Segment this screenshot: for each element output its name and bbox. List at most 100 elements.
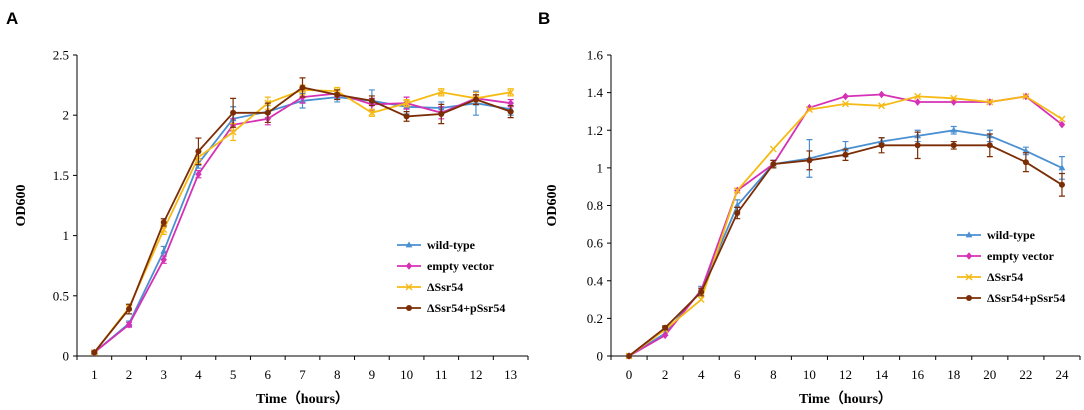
data-point <box>91 349 98 356</box>
x-axis-title: Time（hours） <box>256 391 349 407</box>
data-point <box>878 142 885 149</box>
data-point <box>1022 147 1030 154</box>
data-point <box>914 98 921 106</box>
data-point <box>950 98 957 106</box>
legend: wild-type empty vector ΔSsr54 ΔSsr54+pSsr54 <box>397 238 505 315</box>
x-tick-label: 10 <box>803 367 816 382</box>
panel-label-b: B <box>538 9 550 28</box>
data-point <box>914 92 922 100</box>
series-wild-type <box>90 89 515 355</box>
x-tick-label: 6 <box>734 367 741 382</box>
series-empty-vector <box>625 90 1066 360</box>
legend-marker <box>405 262 413 270</box>
data-point <box>195 148 202 155</box>
data-point <box>125 320 133 329</box>
data-point <box>264 109 271 116</box>
data-point <box>403 99 411 107</box>
legend-marker <box>965 231 973 238</box>
data-point <box>1058 164 1066 171</box>
x-tick-label: 11 <box>435 367 448 382</box>
x-tick-label: 5 <box>230 367 237 382</box>
y-tick-label: 1.2 <box>587 123 603 138</box>
y-tick-label: 0.2 <box>587 311 603 326</box>
legend-label-wild-type: wild-type <box>987 228 1036 242</box>
data-point <box>1022 92 1030 100</box>
chart-panel-a: 00.511.522.51 2 3 4 5 6 7 8 9 10 11 12 13Time（hours）… <box>14 48 529 407</box>
data-point <box>229 128 237 136</box>
data-point <box>160 219 167 226</box>
y-tick-label: 0.6 <box>587 236 604 251</box>
x-tick-label: 13 <box>504 367 517 382</box>
data-point <box>1058 120 1066 129</box>
data-point <box>438 110 445 117</box>
series-line-empty-vector <box>628 93 1063 357</box>
data-point <box>950 94 958 102</box>
legend-label-delta-ssr54-plus-pssr54: ΔSsr54+pSsr54 <box>987 291 1065 305</box>
data-point <box>160 255 167 264</box>
y-tick-label: 2.5 <box>53 48 69 63</box>
x-tick-label: 6 <box>265 367 272 382</box>
data-point <box>770 161 777 168</box>
legend-marker <box>405 283 413 291</box>
x-tick-label: 18 <box>947 367 960 382</box>
y-axis-title: OD600 <box>545 185 560 227</box>
data-point <box>299 84 306 91</box>
data-point <box>368 109 376 117</box>
data-point <box>986 142 993 149</box>
x-tick-label: 2 <box>126 367 133 382</box>
y-tick-label: 0.4 <box>587 273 604 288</box>
series-line-wild-type <box>628 129 1063 357</box>
legend-label-wild-type: wild-type <box>427 238 476 252</box>
y-tick-label: 1 <box>597 160 604 175</box>
series-delta-ssr54-plus-pssr54 <box>626 131 1065 359</box>
data-point <box>661 331 669 340</box>
data-point <box>507 88 515 96</box>
y-tick-label: 0.8 <box>587 198 603 213</box>
y-tick-label: 2 <box>63 108 70 123</box>
x-tick-label: 8 <box>334 367 341 382</box>
x-tick-label: 10 <box>400 367 413 382</box>
legend-label-delta-ssr54: ΔSsr54 <box>987 270 1023 284</box>
series-empty-vector <box>91 89 514 357</box>
x-tick-label: 14 <box>875 367 889 382</box>
x-tick-label: 16 <box>911 367 925 382</box>
data-point <box>1058 181 1065 188</box>
legend-marker <box>405 241 413 248</box>
legend-marker <box>966 295 972 301</box>
data-point <box>769 145 777 153</box>
x-tick-label: 8 <box>770 367 777 382</box>
x-tick-label: 20 <box>983 367 996 382</box>
legend: wild-type empty vector ΔSsr54 ΔSsr54+pSsr54 <box>957 228 1065 305</box>
data-point <box>805 106 813 114</box>
legend-marker <box>406 305 412 311</box>
y-tick-label: 0 <box>597 349 604 364</box>
data-point <box>1058 115 1066 123</box>
x-axis-title: Time（hours） <box>799 391 892 407</box>
legend-marker <box>965 273 973 281</box>
data-point <box>195 170 202 178</box>
x-tick-label: 22 <box>1019 367 1032 382</box>
data-point <box>914 142 921 149</box>
x-tick-label: 3 <box>160 367 167 382</box>
data-point <box>842 92 849 101</box>
data-point <box>1022 159 1029 166</box>
data-point <box>842 151 849 158</box>
data-point <box>126 306 133 313</box>
data-point <box>230 109 237 116</box>
data-point <box>733 186 741 194</box>
series-wild-type <box>625 125 1066 359</box>
x-tick-label: 24 <box>1055 367 1069 382</box>
data-point <box>507 108 514 115</box>
x-tick-label: 7 <box>299 367 306 382</box>
panel-label-a: A <box>6 9 18 28</box>
data-point <box>697 296 705 304</box>
x-tick-label: 1 <box>91 367 98 382</box>
legend-label-empty-vector: empty vector <box>987 249 1055 263</box>
data-point <box>507 99 514 107</box>
data-point <box>334 91 341 98</box>
data-point <box>437 88 445 96</box>
data-point <box>368 97 375 104</box>
data-point <box>733 201 741 208</box>
series-line-delta-ssr54 <box>628 95 1063 357</box>
